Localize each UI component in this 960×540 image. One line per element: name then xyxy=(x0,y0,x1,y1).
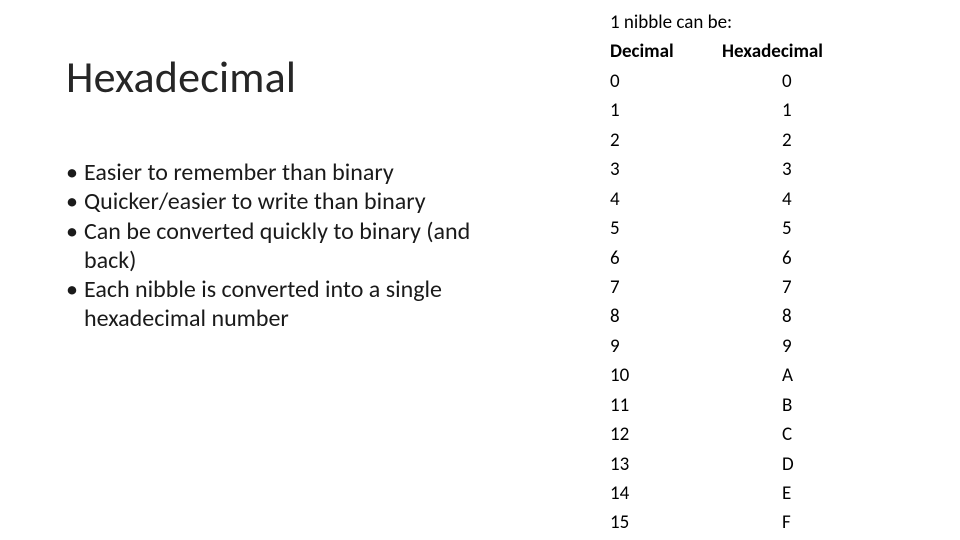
table-row: 77 xyxy=(610,273,852,302)
conversion-table: 1 nibble can be: Decimal Hexadecimal 00 … xyxy=(610,8,852,538)
table-row: 00 xyxy=(610,67,852,96)
table-row: 44 xyxy=(610,185,852,214)
cell-hex: 2 xyxy=(722,126,852,155)
table-header-decimal: Decimal xyxy=(610,37,700,66)
cell-decimal: 8 xyxy=(610,302,700,331)
cell-decimal: 11 xyxy=(610,391,700,420)
table-intro: 1 nibble can be: xyxy=(610,8,852,37)
bullet-item: Can be converted quickly to binary (and … xyxy=(66,217,486,276)
cell-decimal: 12 xyxy=(610,420,700,449)
cell-decimal: 13 xyxy=(610,450,700,479)
cell-hex: 9 xyxy=(722,332,852,361)
cell-decimal: 1 xyxy=(610,96,700,125)
table-row: 22 xyxy=(610,126,852,155)
cell-decimal: 14 xyxy=(610,479,700,508)
cell-decimal: 15 xyxy=(610,508,700,537)
table-header-row: Decimal Hexadecimal xyxy=(610,37,852,66)
table-row: 11 B xyxy=(610,391,852,420)
cell-decimal: 0 xyxy=(610,67,700,96)
table-row: 55 xyxy=(610,214,852,243)
table-row: 11 xyxy=(610,96,852,125)
cell-hex: F xyxy=(722,508,852,537)
page-title: Hexadecimal xyxy=(66,50,296,104)
bullet-ul: Easier to remember than binary Quicker/e… xyxy=(66,158,486,334)
cell-decimal: 9 xyxy=(610,332,700,361)
cell-hex: 3 xyxy=(722,155,852,184)
table-body: 00 11 22 33 44 55 66 77 88 99 10A 11B 12… xyxy=(610,67,852,538)
cell-hex: B xyxy=(722,391,852,420)
cell-decimal: 10 xyxy=(610,361,700,390)
cell-hex: 4 xyxy=(722,185,852,214)
cell-hex: A xyxy=(722,361,852,390)
cell-hex: D xyxy=(722,450,852,479)
cell-decimal: 3 xyxy=(610,155,700,184)
bullet-item: Easier to remember than binary xyxy=(66,158,486,187)
cell-hex: 6 xyxy=(722,244,852,273)
cell-decimal: 4 xyxy=(610,185,700,214)
table-row: 66 xyxy=(610,244,852,273)
bullet-list: Easier to remember than binary Quicker/e… xyxy=(66,158,486,334)
cell-decimal: 5 xyxy=(610,214,700,243)
table-row: 10 A xyxy=(610,361,852,390)
bullet-item: Each nibble is converted into a single h… xyxy=(66,275,486,334)
table-row: 15 F xyxy=(610,508,852,537)
table-header-hexadecimal: Hexadecimal xyxy=(722,37,852,66)
table-row: 14 E xyxy=(610,479,852,508)
slide: Hexadecimal Easier to remember than bina… xyxy=(0,0,960,540)
cell-decimal: 2 xyxy=(610,126,700,155)
cell-hex: 0 xyxy=(722,67,852,96)
table-row: 33 xyxy=(610,155,852,184)
cell-hex: 5 xyxy=(722,214,852,243)
bullet-item: Quicker/easier to write than binary xyxy=(66,187,486,216)
cell-hex: E xyxy=(722,479,852,508)
table-row: 13 D xyxy=(610,450,852,479)
cell-decimal: 6 xyxy=(610,244,700,273)
cell-hex: 1 xyxy=(722,96,852,125)
cell-hex: 7 xyxy=(722,273,852,302)
cell-hex: 8 xyxy=(722,302,852,331)
table-row: 88 xyxy=(610,302,852,331)
cell-decimal: 7 xyxy=(610,273,700,302)
table-row: 12 C xyxy=(610,420,852,449)
cell-hex: C xyxy=(722,420,852,449)
table-row: 99 xyxy=(610,332,852,361)
